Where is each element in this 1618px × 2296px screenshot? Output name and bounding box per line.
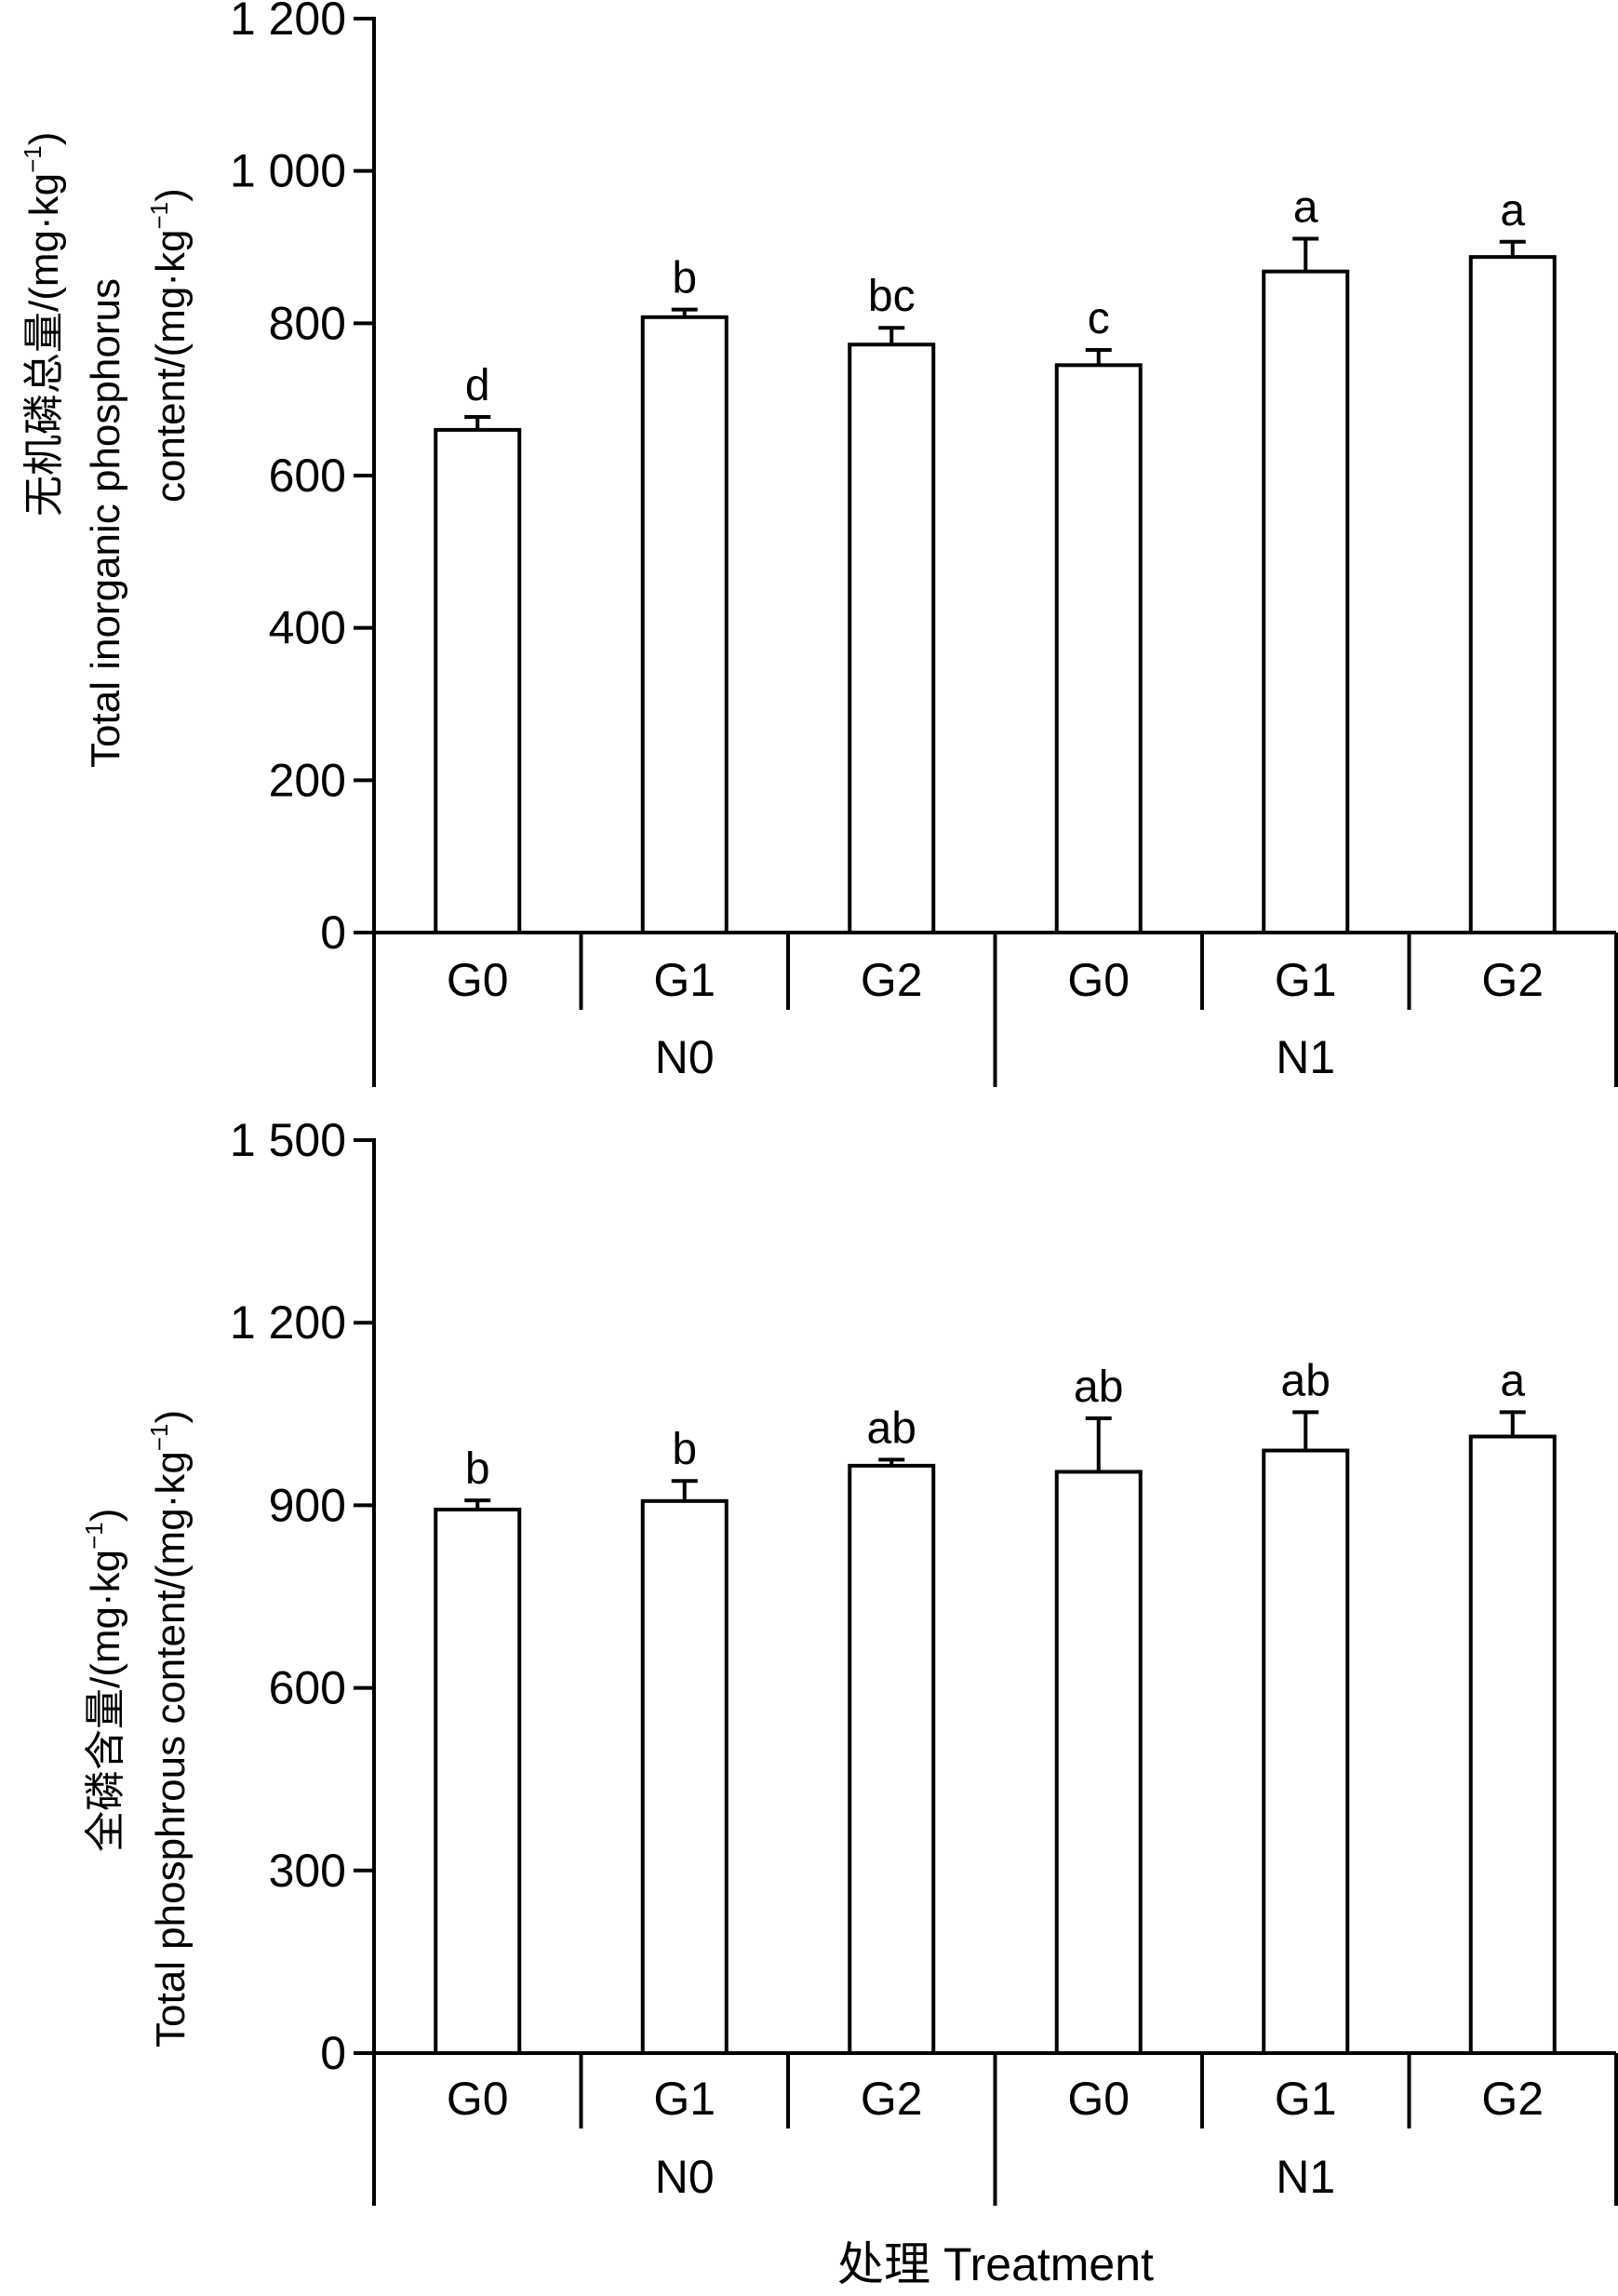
bottom-panel: 0 300 600 900 1 200 1 500 b G0 b G1 ab G2 ab G0 ab G1 a G… (230, 1114, 1618, 2206)
bottom-bar (640, 1498, 729, 2055)
top-group-label: N1 (1276, 1031, 1335, 1083)
top-panel: 0 200 400 600 800 1 000 1 200 d G0 b G1 bc G2 c G0 a G1 a… (230, 0, 1618, 1087)
bottom-ylabel-en: Total phosphrous content/(mg·kg−1) (145, 1410, 194, 2048)
bottom-category-label: G0 (447, 2073, 509, 2125)
bottom-ylabel-cn: 全磷含量/(mg·kg−1) (80, 1509, 128, 1852)
bottom-bar (434, 1507, 522, 2055)
top-y-tick-label: 400 (269, 602, 346, 654)
top-category-label: G0 (447, 954, 509, 1006)
top-y-axis-title: 无机磷总量/(mg·kg−1) Total inorganic phosphor… (19, 132, 194, 768)
top-significance-label: d (465, 361, 490, 410)
top-category-label: G0 (1067, 954, 1130, 1006)
top-bar (848, 342, 936, 935)
bottom-y-tick-label: 0 (320, 2027, 346, 2079)
bottom-group-label: N1 (1276, 2151, 1335, 2203)
top-group-label: N0 (655, 1031, 715, 1083)
top-ylabel-en-line2: content/(mg·kg−1) (145, 188, 194, 503)
bottom-y-tick-label: 1 200 (230, 1296, 346, 1349)
bottom-y-tick-label: 600 (269, 1662, 346, 1714)
top-category-label: G1 (1275, 954, 1337, 1006)
top-ylabel-cn: 无机磷总量/(mg·kg−1) (19, 132, 67, 517)
bottom-category-label: G1 (653, 2073, 715, 2125)
bottom-significance-label: ab (1074, 1363, 1123, 1412)
top-ylabel-en-line1: Total inorganic phosphorus (83, 278, 128, 768)
bottom-category-label: G0 (1067, 2073, 1130, 2125)
top-category-label: G2 (861, 954, 923, 1006)
bottom-bar (1054, 1470, 1143, 2056)
top-bar (434, 427, 522, 934)
top-y-tick-label: 1 200 (230, 0, 346, 45)
top-significance-label: bc (868, 272, 916, 321)
bottom-bar (848, 1463, 936, 2055)
top-y-tick-label: 800 (269, 297, 346, 349)
bottom-bar (1262, 1448, 1350, 2056)
bottom-y-axis-title: 全磷含量/(mg·kg−1) Total phosphrous content/… (80, 1410, 194, 2048)
bottom-significance-label: ab (867, 1403, 916, 1453)
bottom-y-tick-label: 300 (269, 1845, 346, 1897)
top-y-tick-label: 600 (269, 450, 346, 502)
top-bar (1468, 255, 1557, 935)
top-category-label: G1 (653, 954, 715, 1006)
top-bar (1262, 269, 1350, 935)
bottom-significance-label: ab (1281, 1356, 1331, 1405)
bottom-significance-label: b (465, 1444, 490, 1494)
top-significance-label: a (1293, 182, 1318, 232)
top-y-tick-label: 200 (269, 754, 346, 806)
top-significance-label: a (1500, 186, 1525, 235)
top-bar (1054, 363, 1143, 934)
top-category-label: G2 (1481, 954, 1544, 1006)
top-y-tick-label: 0 (320, 906, 346, 959)
top-y-tick-label: 1 000 (230, 145, 346, 197)
bottom-y-tick-label: 900 (269, 1479, 346, 1531)
x-axis-title: 处理 Treatment (837, 2238, 1154, 2290)
top-significance-label: b (672, 254, 697, 303)
top-significance-label: c (1088, 294, 1110, 343)
top-bar (640, 315, 729, 934)
bottom-category-label: G2 (861, 2073, 923, 2125)
bottom-category-label: G2 (1481, 2073, 1544, 2125)
bottom-category-label: G1 (1275, 2073, 1337, 2125)
bottom-group-label: N0 (655, 2151, 715, 2203)
bottom-significance-label: b (672, 1425, 697, 1474)
bottom-y-tick-label: 1 500 (230, 1114, 346, 1166)
bottom-significance-label: a (1500, 1356, 1525, 1405)
bottom-bar (1468, 1434, 1557, 2056)
